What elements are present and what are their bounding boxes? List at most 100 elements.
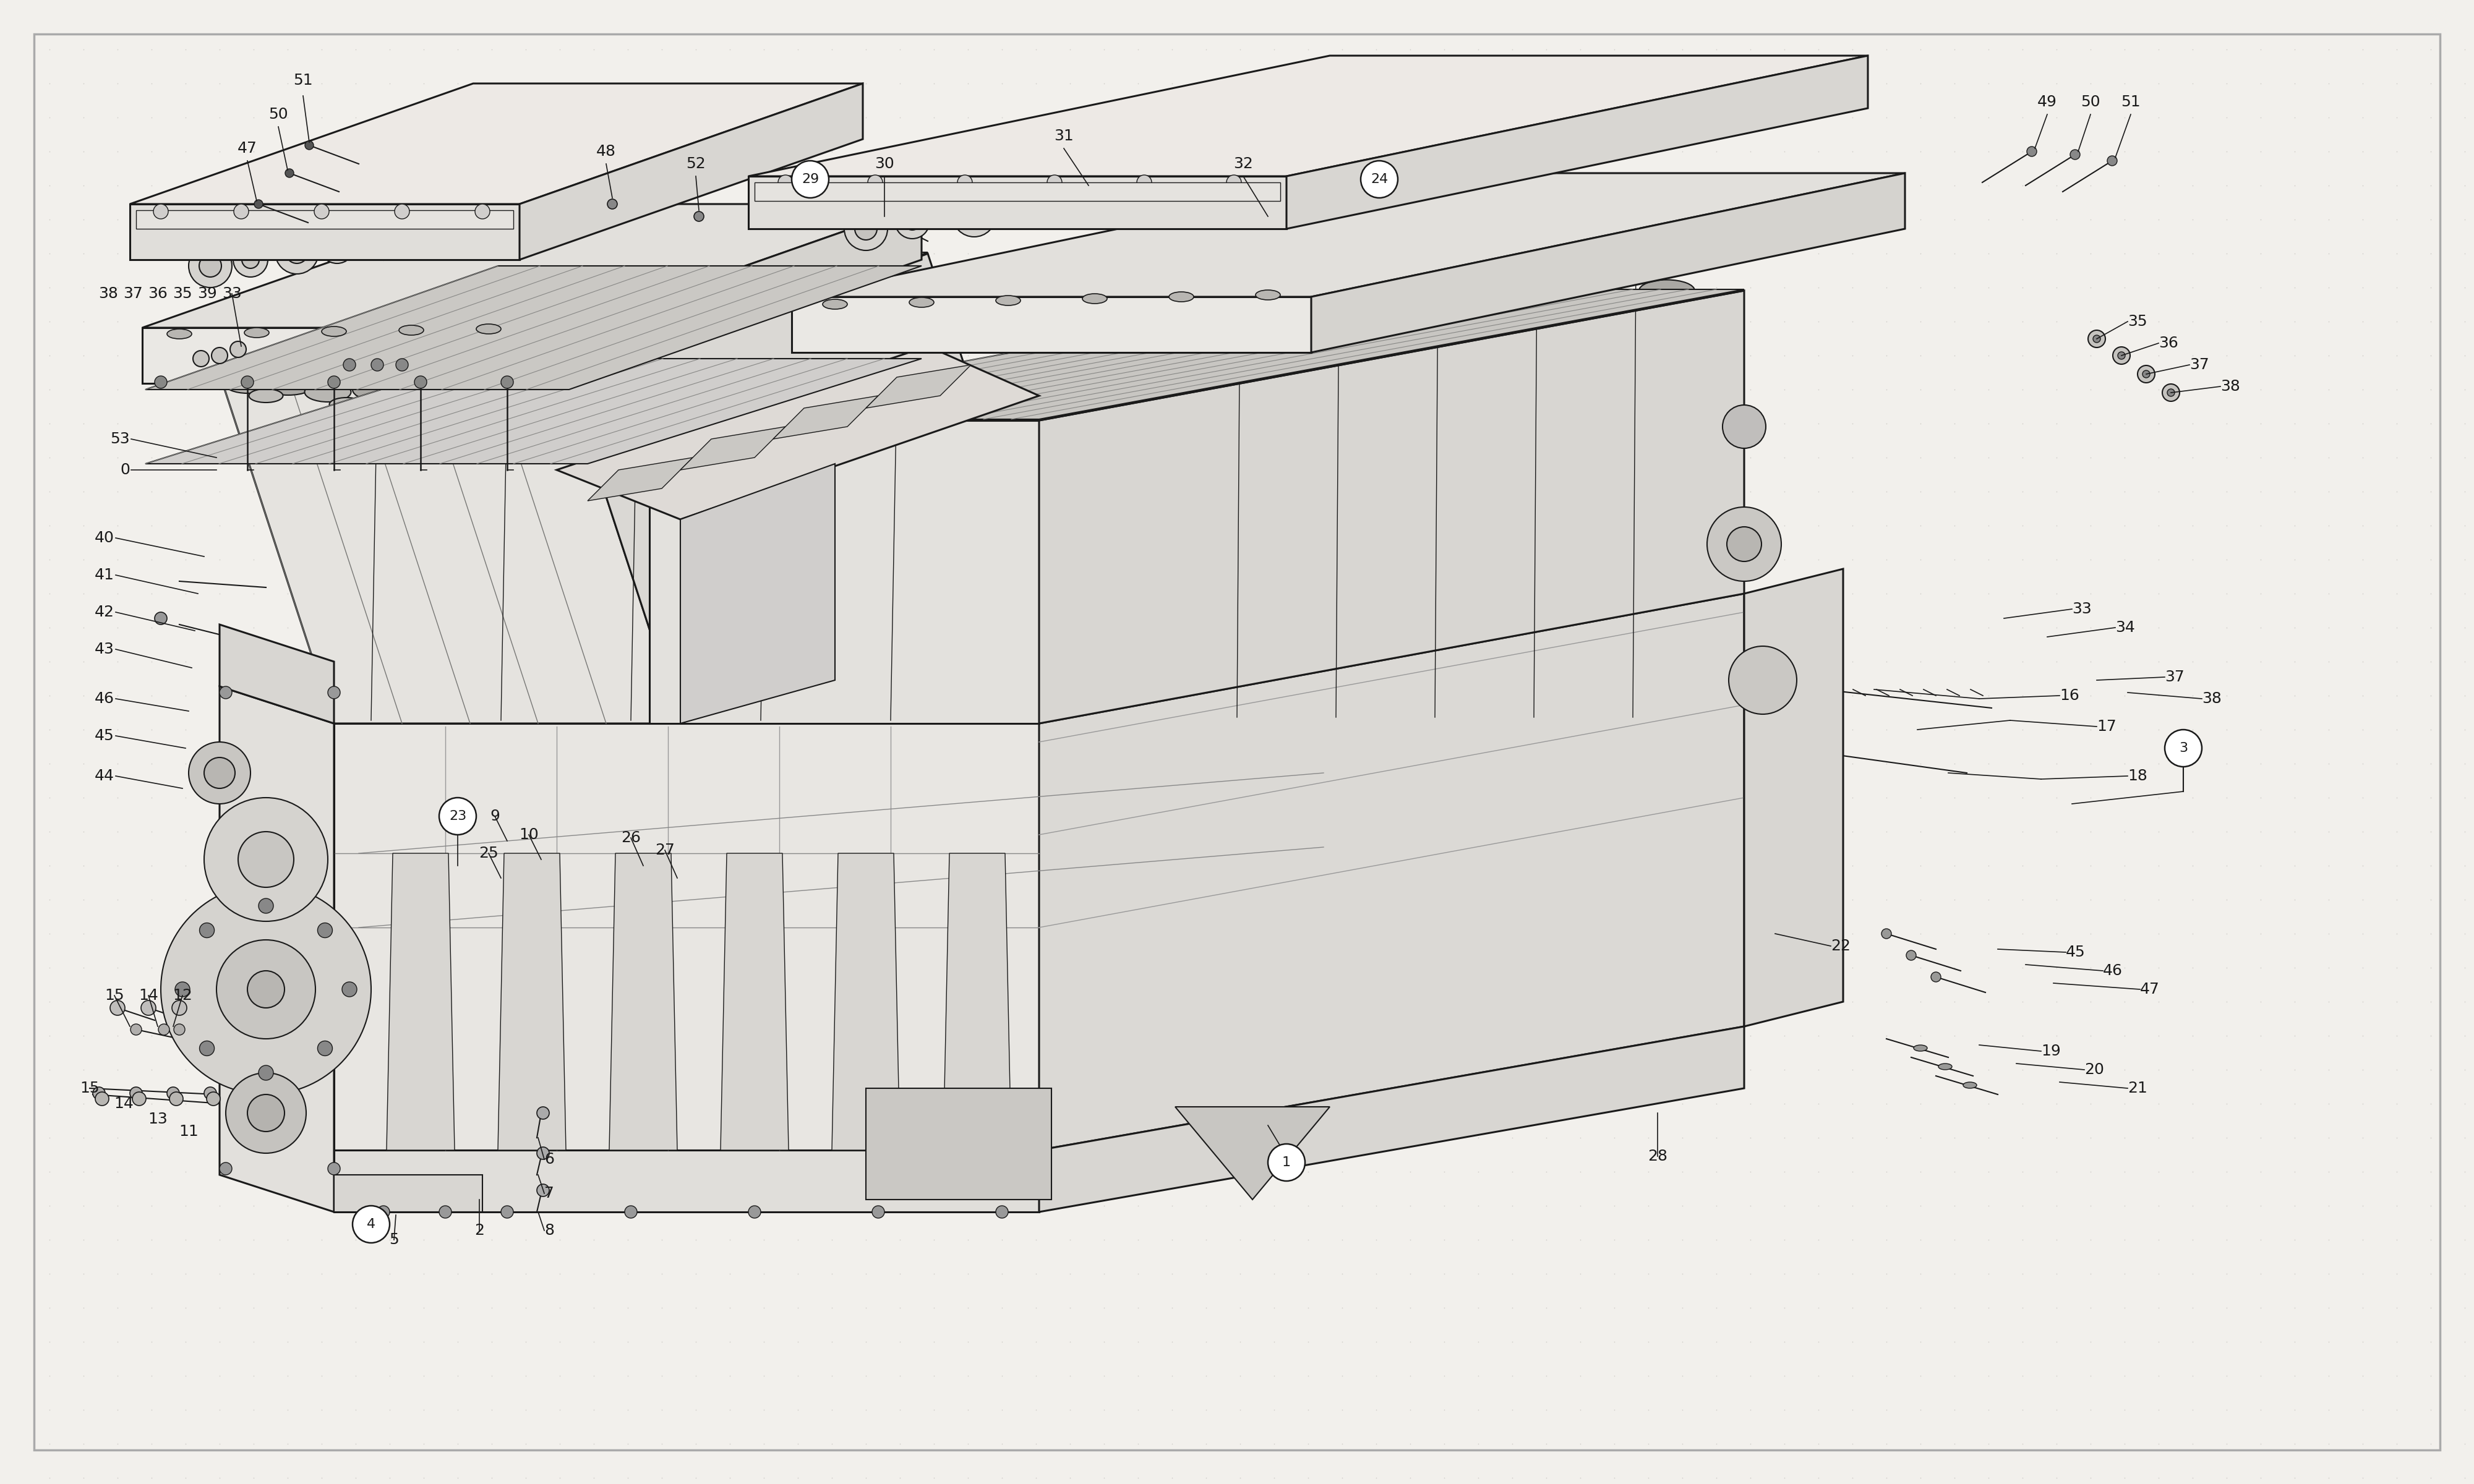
Point	[1764, 548, 1804, 571]
Point	[1935, 1432, 1974, 1456]
Point	[777, 37, 816, 61]
Point	[2036, 819, 2076, 843]
Point	[1526, 411, 1566, 435]
Point	[1833, 1330, 1873, 1353]
Point	[574, 616, 614, 640]
Point	[200, 1398, 240, 1422]
Ellipse shape	[245, 328, 270, 337]
Point	[2036, 1126, 2076, 1150]
Point	[438, 71, 477, 95]
Point	[1254, 1364, 1294, 1388]
Point	[982, 276, 1022, 300]
Point	[1254, 445, 1294, 469]
Point	[2276, 650, 2316, 674]
Point	[1356, 1227, 1395, 1251]
Point	[1390, 377, 1430, 401]
Point	[915, 174, 955, 197]
Point	[777, 1193, 816, 1217]
Point	[2276, 71, 2316, 95]
Point	[2343, 1261, 2382, 1285]
Point	[1561, 1024, 1601, 1048]
Point	[811, 174, 851, 197]
Point	[438, 718, 477, 742]
Point	[675, 1261, 715, 1285]
Circle shape	[623, 1205, 638, 1218]
Point	[200, 513, 240, 537]
Point	[1460, 1261, 1499, 1285]
Point	[1356, 344, 1395, 368]
Point	[1220, 513, 1259, 537]
Point	[1628, 377, 1667, 401]
Point	[1153, 1432, 1192, 1456]
Point	[2138, 1330, 2180, 1353]
Point	[473, 684, 512, 708]
Point	[403, 37, 443, 61]
Point	[166, 71, 205, 95]
Ellipse shape	[329, 398, 364, 411]
Point	[1935, 1398, 1974, 1422]
Point	[1254, 787, 1294, 810]
Polygon shape	[129, 83, 863, 203]
Point	[675, 887, 715, 911]
Point	[609, 411, 648, 435]
Point	[2241, 1058, 2281, 1082]
Point	[336, 1160, 376, 1184]
Point	[99, 1364, 139, 1388]
Text: 50: 50	[270, 107, 287, 122]
Point	[1900, 787, 1940, 810]
Ellipse shape	[1170, 292, 1192, 301]
Circle shape	[153, 375, 168, 389]
Point	[1220, 650, 1259, 674]
Point	[267, 377, 307, 401]
Point	[403, 922, 443, 945]
Point	[2308, 1126, 2348, 1150]
Point	[881, 139, 920, 163]
Point	[1254, 1466, 1294, 1484]
Point	[1220, 208, 1259, 232]
Point	[2105, 684, 2145, 708]
Point	[1833, 310, 1873, 334]
Point	[2308, 718, 2348, 742]
Point	[403, 1432, 443, 1456]
Point	[233, 616, 275, 640]
Point	[1460, 71, 1499, 95]
Point	[675, 1466, 715, 1484]
Point	[2004, 105, 2044, 129]
Point	[915, 377, 955, 401]
Point	[643, 1160, 683, 1184]
Point	[1697, 819, 1737, 843]
Point	[1833, 1160, 1873, 1184]
Point	[1017, 1160, 1056, 1184]
Polygon shape	[223, 252, 928, 381]
Point	[982, 1432, 1022, 1456]
Point	[2241, 310, 2281, 334]
Point	[948, 1193, 987, 1217]
Point	[609, 445, 648, 469]
Point	[1289, 105, 1329, 129]
Point	[1084, 276, 1123, 300]
Point	[643, 208, 683, 232]
Point	[30, 1227, 69, 1251]
Point	[1254, 377, 1294, 401]
Point	[1321, 1466, 1361, 1484]
Point	[915, 242, 955, 266]
Point	[2444, 819, 2474, 843]
Point	[2241, 1398, 2281, 1422]
Point	[302, 310, 341, 334]
Point	[1049, 650, 1089, 674]
Point	[2444, 310, 2474, 334]
Point	[2138, 853, 2180, 877]
Point	[1969, 1024, 2009, 1048]
Point	[2207, 174, 2246, 197]
Point	[64, 582, 104, 605]
Point	[1153, 922, 1192, 945]
Point	[2105, 1261, 2145, 1285]
Point	[473, 956, 512, 979]
Point	[2071, 922, 2110, 945]
Point	[1833, 684, 1873, 708]
Ellipse shape	[260, 371, 317, 395]
Point	[2343, 990, 2382, 1014]
Point	[574, 819, 614, 843]
Point	[371, 1432, 411, 1456]
Point	[745, 616, 784, 640]
